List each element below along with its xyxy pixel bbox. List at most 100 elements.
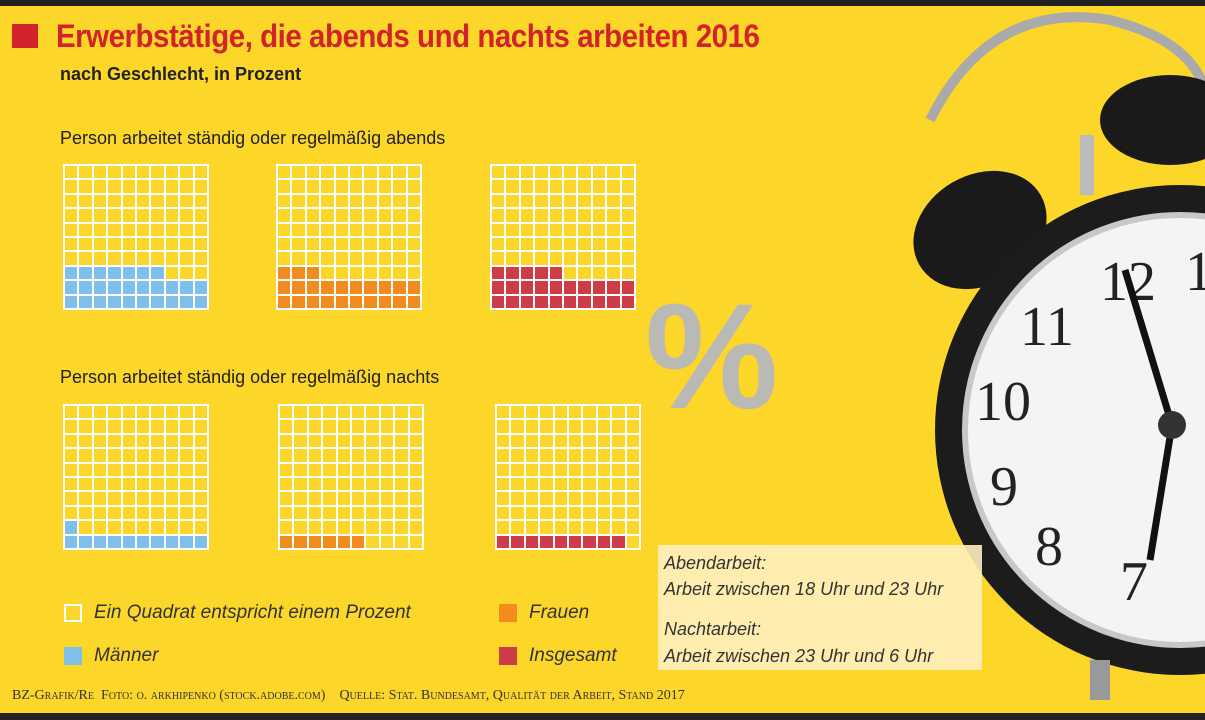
- waffle-cell-empty: [405, 192, 422, 210]
- legend-maenner: Männer: [64, 645, 158, 667]
- legend-swatch-frauen: [499, 604, 517, 622]
- legend-swatch-insgesamt: [499, 647, 517, 665]
- waffle-cell-empty: [192, 221, 209, 238]
- waffle-cell-empty: [407, 418, 424, 435]
- waffle-cell-empty: [405, 221, 422, 238]
- clock-numeral: 10: [975, 371, 1031, 433]
- footer-credit: BZ-Grafik/Re: [12, 688, 95, 703]
- waffle-cell-empty: [192, 192, 209, 210]
- clock-bell-right: [1100, 75, 1205, 165]
- legend-label: Ein Quadrat entspricht einem Prozent: [94, 602, 411, 623]
- waffle-cell-empty: [624, 432, 641, 450]
- waffle-cell-filled: [192, 533, 209, 550]
- waffle-insgesamt: [495, 404, 641, 550]
- waffle-cell-empty: [619, 192, 636, 210]
- waffle-cell-empty: [407, 476, 424, 493]
- waffle-cell-empty: [624, 519, 641, 536]
- chart-subtitle: nach Geschlecht, in Prozent: [60, 64, 302, 84]
- legend-label: Insgesamt: [529, 645, 617, 666]
- waffle-cell-empty: [405, 178, 422, 195]
- top-border: [0, 0, 1205, 6]
- definition-box: Abendarbeit: Arbeit zwischen 18 Uhr und …: [658, 545, 982, 670]
- waffle-insgesamt: [490, 164, 636, 310]
- waffle-cell-empty: [624, 533, 641, 550]
- waffle-cell-empty: [407, 447, 424, 464]
- minute-hand: [1121, 268, 1176, 427]
- waffle-cell-filled: [192, 279, 209, 296]
- waffle-cell-empty: [619, 236, 636, 253]
- clock-numeral: 7: [1120, 551, 1148, 613]
- clock-center: [1158, 411, 1186, 439]
- legend-square: Ein Quadrat entspricht einem Prozent: [64, 602, 411, 624]
- waffle-cell-filled: [619, 279, 636, 296]
- waffle-cell-empty: [192, 236, 209, 253]
- waffle-frauen: [276, 164, 422, 310]
- waffle-cell-empty: [192, 250, 209, 267]
- waffle-cell-filled: [192, 293, 209, 310]
- waffle-cell-empty: [192, 164, 209, 181]
- waffle-cell-empty: [619, 221, 636, 238]
- waffle-maenner: [63, 404, 209, 550]
- waffle-cell-empty: [407, 504, 424, 522]
- waffle-cell-empty: [624, 476, 641, 493]
- nacht-title: Nachtarbeit:: [664, 619, 762, 639]
- hour-hand: [1146, 424, 1176, 561]
- waffle-cell-empty: [192, 404, 209, 421]
- title-marker: [12, 24, 38, 48]
- clock-handle: [925, 12, 1205, 123]
- bottom-border: [0, 713, 1205, 720]
- waffle-cell-empty: [407, 404, 424, 421]
- waffle-cell-empty: [405, 207, 422, 224]
- clock-foot: [1090, 660, 1110, 700]
- clock-numeral: 8: [1035, 516, 1063, 578]
- legend-insgesamt: Insgesamt: [499, 645, 617, 667]
- waffle-cell-filled: [405, 279, 422, 296]
- waffle-cell-empty: [624, 490, 641, 507]
- waffle-cell-empty: [192, 418, 209, 435]
- legend-swatch-maenner: [64, 647, 82, 665]
- abend-text: Arbeit zwischen 18 Uhr und 23 Uhr: [664, 579, 944, 599]
- legend-label: Frauen: [529, 602, 590, 623]
- waffle-cell-empty: [619, 178, 636, 195]
- section-title-abends: Person arbeitet ständig oder regelmäßig …: [60, 128, 446, 148]
- footer-photo: Foto: o. arkhipenko (stock.adobe.com): [101, 688, 326, 703]
- abend-title: Abendarbeit:: [664, 553, 767, 573]
- section-title-nachts: Person arbeitet ständig oder regelmäßig …: [60, 367, 440, 387]
- waffle-cell-empty: [192, 207, 209, 224]
- waffle-cell-empty: [619, 250, 636, 267]
- waffle-cell-empty: [192, 447, 209, 464]
- waffle-cell-empty: [405, 250, 422, 267]
- percent-symbol: %: [645, 272, 779, 440]
- waffle-cell-empty: [407, 490, 424, 507]
- waffle-cell-empty: [619, 164, 636, 181]
- legend-label: Männer: [94, 645, 159, 666]
- waffle-cell-empty: [192, 490, 209, 507]
- waffle-cell-empty: [192, 519, 209, 536]
- alarm-clock-photo: 12 1 11 10 9 8 7: [913, 12, 1205, 700]
- clock-face: [962, 212, 1205, 648]
- chart-title: Erwerbstätige, die abends und nachts arb…: [56, 18, 760, 54]
- waffle-cell-empty: [407, 432, 424, 450]
- waffle-cell-empty: [405, 236, 422, 253]
- legend-swatch-empty: [64, 604, 82, 622]
- nacht-text: Arbeit zwischen 23 Uhr und 6 Uhr: [664, 646, 934, 666]
- waffle-cell-filled: [619, 293, 636, 310]
- footer-source: Quelle: Stat. Bundesamt, Qualität der Ar…: [339, 688, 685, 703]
- clock-hammer: [1080, 135, 1094, 195]
- clock-numeral: 11: [1020, 296, 1074, 358]
- clock-numeral: 1: [1185, 241, 1205, 303]
- waffle-cell-empty: [192, 264, 209, 282]
- waffle-cell-empty: [192, 504, 209, 522]
- waffle-cell-empty: [407, 461, 424, 478]
- waffle-maenner: [63, 164, 209, 310]
- waffle-cell-empty: [192, 461, 209, 478]
- waffle-cell-empty: [619, 207, 636, 224]
- waffle-cell-empty: [407, 519, 424, 536]
- footer: BZ-Grafik/Re Foto: o. arkhipenko (stock.…: [12, 688, 685, 704]
- waffle-cell-empty: [192, 432, 209, 450]
- clock-numeral: 9: [990, 456, 1018, 518]
- waffle-cell-filled: [405, 293, 422, 310]
- legend-frauen: Frauen: [499, 602, 589, 624]
- waffle-cell-empty: [192, 178, 209, 195]
- waffle-cell-empty: [624, 504, 641, 522]
